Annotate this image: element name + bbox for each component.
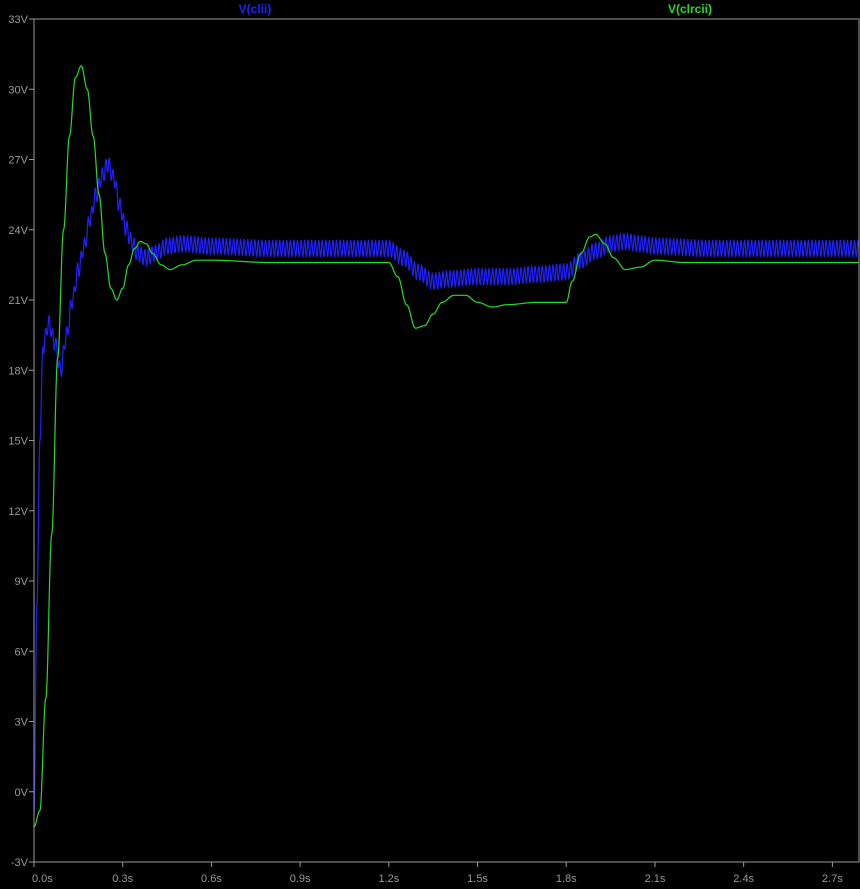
- x-tick-label: 1.8s: [556, 873, 577, 885]
- x-tick-label: 1.2s: [378, 873, 399, 885]
- y-tick-label: 0V: [15, 787, 29, 799]
- x-tick-label: 2.7s: [822, 873, 843, 885]
- y-tick-label: 15V: [8, 436, 28, 448]
- series-line-0: [33, 157, 860, 816]
- y-tick-label: 27V: [8, 155, 28, 167]
- series-label-0: V(clii): [239, 2, 272, 16]
- y-tick-label: 6V: [15, 646, 29, 658]
- series-layer: [33, 65, 860, 828]
- series-label-1: V(clrcii): [668, 2, 712, 16]
- y-tick-label: 30V: [8, 84, 28, 96]
- x-tick-label: 2.1s: [645, 873, 666, 885]
- x-tick-label: 1.5s: [467, 873, 488, 885]
- x-tick-label: 0.9s: [290, 873, 311, 885]
- series-line-1: [33, 65, 860, 828]
- y-tick-label: 24V: [8, 225, 28, 237]
- axis-layer: 33V 30V 27V 24V 21V 18V 15V 12V 9V 6V 3V 0V -3V0.0s 0…: [8, 14, 860, 885]
- x-tick-label: 0.6s: [201, 873, 222, 885]
- y-tick-label: -3V: [11, 857, 29, 869]
- y-tick-label: 21V: [8, 295, 28, 307]
- y-tick-label: 12V: [8, 506, 28, 518]
- y-tick-label: 3V: [15, 717, 29, 729]
- y-tick-label: 33V: [8, 14, 28, 26]
- x-tick-label: 0.3s: [112, 873, 133, 885]
- series-label-layer: V(clii) V(clrcii): [239, 2, 712, 16]
- y-tick-label: 18V: [8, 365, 28, 377]
- x-tick-label: 2.4s: [733, 873, 754, 885]
- y-tick-label: 9V: [15, 576, 29, 588]
- x-tick-label: 0.0s: [32, 873, 53, 885]
